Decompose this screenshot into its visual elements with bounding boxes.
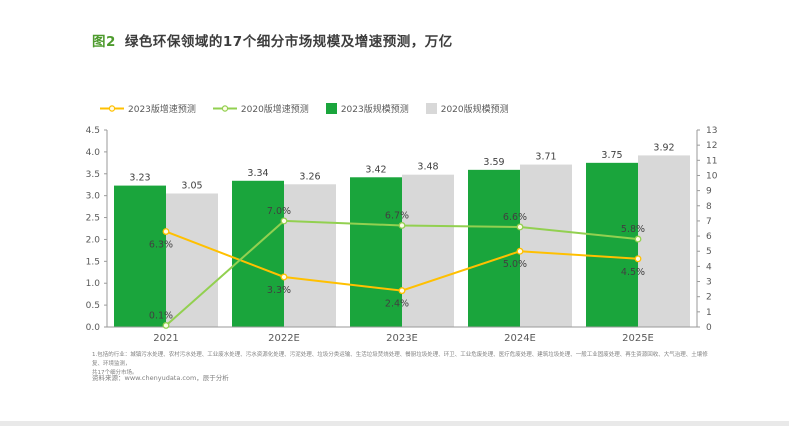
left-axis-tick-label: 2.5 [86, 214, 100, 224]
line-marker-2023版增速预测-2023E [398, 287, 406, 295]
bar-value-label: 3.23 [129, 173, 150, 184]
footnote: 1.包括的行业：城镇污水处理、农村污水处理、工业废水处理、污水资源化处理、污泥处… [92, 351, 717, 377]
left-axis-tick-label: 1.0 [86, 279, 101, 289]
left-axis-tick-label: 2.0 [86, 235, 101, 245]
chart-legend: 2023版增速预测 2020版增速预测 2023版规模预测 2020版规模预测 [100, 102, 509, 115]
bar-value-label: 3.71 [535, 152, 556, 163]
bar-2023版规模预测-2024E [468, 169, 520, 327]
right-axis-tick-label: 13 [706, 126, 717, 136]
bar-2020版规模预测-2023E [402, 174, 454, 327]
line-marker-2023版增速预测-2021 [162, 228, 170, 235]
x-axis-category-label: 2023E [386, 333, 418, 344]
bar-value-label: 3.34 [247, 168, 268, 179]
line-value-label: 5.8% [621, 224, 645, 235]
bar-2023版规模预测-2022E [232, 180, 284, 327]
line-marker-2020版增速预测-2021 [162, 322, 170, 329]
line-marker-2023版增速预测-2025E [634, 255, 642, 263]
line-value-label: 6.3% [149, 240, 173, 251]
right-axis-tick-label: 11 [706, 156, 717, 166]
chart-title: 图2 绿色环保领域的17个细分市场规模及增速预测，万亿 [92, 30, 453, 50]
legend-line-marker-icon [212, 105, 237, 112]
left-axis-tick-label: 4.0 [86, 148, 101, 158]
legend-square-icon [325, 103, 337, 114]
right-axis-tick-label: 6 [706, 232, 712, 242]
right-axis-tick-label: 2 [706, 293, 712, 303]
x-axis-category-label: 2024E [504, 333, 536, 344]
left-axis-tick-label: 0.0 [86, 323, 101, 333]
legend-label: 2020版增速预测 [240, 105, 309, 115]
chart-title-text: 绿色环保领域的17个细分市场规模及增速预测，万亿 [124, 34, 453, 50]
left-axis-tick-label: 1.5 [86, 257, 100, 267]
right-axis-tick-label: 8 [706, 202, 712, 212]
right-axis-tick-label: 4 [706, 262, 712, 272]
bar-value-label: 3.05 [181, 180, 202, 191]
bar-2020版规模预测-2025E [638, 155, 690, 327]
bar-value-label: 3.75 [601, 150, 622, 161]
right-axis-tick-label: 12 [706, 141, 717, 151]
legend-item-2: 2023版规模预测 [325, 102, 409, 115]
source-line: 资料来源：www.chenyudata.com，辰于分析 [92, 374, 229, 382]
right-axis-tick-label: 5 [706, 247, 712, 257]
page-bottom-strip [0, 421, 789, 426]
line-marker-2020版增速预测-2025E [634, 235, 642, 243]
line-value-label: 0.1% [149, 310, 173, 321]
bar-2020版规模预测-2022E [284, 184, 336, 327]
legend-item-3: 2020版规模预测 [425, 102, 509, 115]
right-axis-tick-label: 9 [706, 187, 712, 197]
legend-label: 2023版规模预测 [340, 105, 409, 115]
x-axis-category-label: 2025E [622, 333, 654, 344]
legend-square-icon [425, 103, 437, 114]
right-axis-tick-label: 3 [706, 278, 712, 288]
left-axis-tick-label: 4.5 [86, 126, 100, 136]
legend-item-1: 2020版增速预测 [212, 102, 309, 115]
line-marker-2023版增速预测-2024E [516, 247, 524, 255]
bar-2023版规模预测-2025E [586, 162, 638, 327]
line-marker-2023版增速预测-2022E [280, 273, 288, 281]
left-axis-tick-label: 3.0 [86, 192, 101, 202]
line-value-label: 4.5% [621, 267, 645, 278]
right-axis-tick-label: 7 [706, 217, 712, 227]
line-value-label: 2.4% [385, 299, 409, 310]
line-value-label: 5.0% [503, 259, 527, 270]
footnote-line-2: 共17个细分市场。 [92, 369, 138, 376]
x-axis-category-label: 2021 [153, 333, 178, 344]
bar-value-label: 3.92 [653, 142, 674, 153]
line-value-label: 6.6% [503, 212, 527, 223]
bar-2023版规模预测-2023E [350, 177, 402, 327]
line-marker-2020版增速预测-2022E [280, 217, 288, 225]
bar-2020版规模预测-2024E [520, 164, 572, 327]
line-value-label: 6.7% [385, 210, 409, 221]
left-axis-tick-label: 0.5 [86, 301, 100, 311]
legend-label: 2020版规模预测 [440, 105, 509, 115]
combo-chart: 3.23 3.34 3.423.593.753.053.263.483.713.92… [86, 126, 718, 344]
bar-2023版规模预测-2021 [114, 185, 166, 327]
figure-number: 图2 [92, 34, 116, 50]
line-value-label: 7.0% [267, 206, 291, 217]
line-marker-2020版增速预测-2023E [398, 222, 406, 229]
legend-label: 2023版增速预测 [128, 105, 196, 115]
line-value-label: 3.3% [267, 285, 291, 296]
legend-item-0: 2023版增速预测 [100, 102, 196, 115]
bar-2020版规模预测-2021 [166, 193, 218, 327]
right-axis-tick-label: 1 [706, 308, 712, 318]
x-axis-category-label: 2022E [268, 333, 300, 344]
bar-value-label: 3.42 [365, 164, 386, 175]
right-axis-tick-label: 10 [706, 171, 718, 181]
right-axis-tick-label: 0 [706, 323, 712, 333]
left-axis-tick-label: 3.5 [86, 170, 100, 180]
bar-value-label: 3.59 [483, 157, 504, 168]
legend-line-marker-icon [100, 105, 124, 112]
bar-value-label: 3.26 [299, 171, 320, 182]
bar-value-label: 3.48 [417, 162, 438, 173]
line-marker-2020版增速预测-2024E [516, 223, 524, 231]
footnote-line-1: 1.包括的行业：城镇污水处理、农村污水处理、工业废水处理、污水资源化处理、污泥处… [92, 352, 708, 367]
